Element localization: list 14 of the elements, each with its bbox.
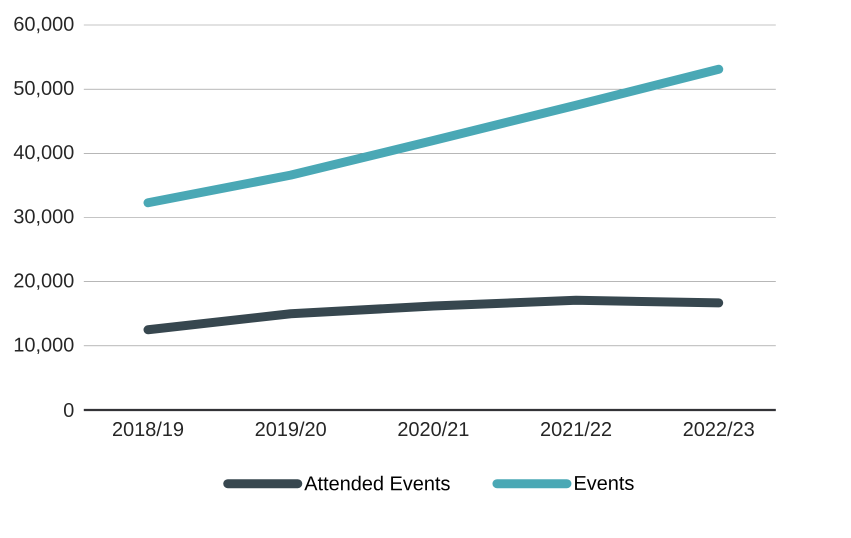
- y-tick-label: 30,000: [14, 209, 74, 226]
- y-tick-label: 50,000: [14, 80, 74, 98]
- y-tick-label: 60,000: [14, 16, 74, 34]
- y-tick-label: 10,000: [14, 338, 74, 354]
- x-tick-label: 2021/22: [541, 422, 612, 436]
- y-tick-label: 20,000: [14, 273, 74, 290]
- y-tick-label: 0: [64, 402, 74, 418]
- legend-label: Events: [575, 476, 634, 490]
- x-tick-label: 2022/23: [684, 422, 754, 436]
- legend-label: Attended Events: [304, 476, 450, 490]
- x-tick-label: 2019/20: [256, 422, 326, 436]
- x-tick-label: 2018/19: [112, 422, 184, 436]
- y-tick-label: 40,000: [14, 145, 74, 162]
- x-tick-label: 2020/21: [398, 422, 468, 436]
